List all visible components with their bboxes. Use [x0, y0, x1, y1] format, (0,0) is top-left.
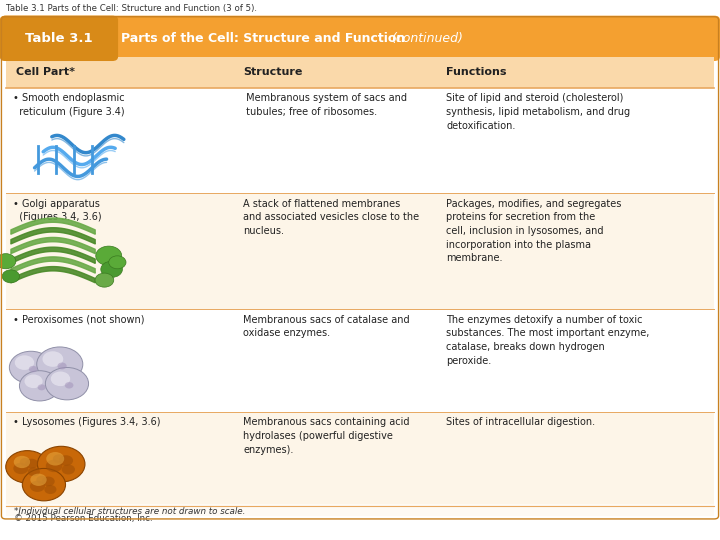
Text: *Individual cellular structures are not drawn to scale.: *Individual cellular structures are not …: [14, 507, 246, 516]
Bar: [6, 193, 714, 309]
Circle shape: [37, 446, 85, 482]
Circle shape: [45, 368, 89, 400]
Text: A stack of flattened membranes
and associated vesicles close to the
nucleus.: A stack of flattened membranes and assoc…: [243, 199, 420, 236]
Circle shape: [101, 261, 122, 278]
Circle shape: [29, 366, 37, 373]
Circle shape: [37, 384, 45, 390]
Circle shape: [51, 372, 71, 386]
Circle shape: [59, 455, 73, 466]
Text: The enzymes detoxify a number of toxic
substances. The most important enzyme,
ca: The enzymes detoxify a number of toxic s…: [446, 315, 649, 366]
Text: Structure: Structure: [243, 68, 302, 77]
Bar: [6, 88, 714, 193]
Text: Membranous system of sacs and
 tubules; free of ribosomes.: Membranous system of sacs and tubules; f…: [243, 93, 408, 117]
Circle shape: [37, 476, 48, 484]
Circle shape: [62, 464, 75, 475]
Text: Cell Part*: Cell Part*: [16, 68, 75, 77]
Circle shape: [0, 254, 16, 269]
Circle shape: [6, 450, 49, 483]
Bar: [6, 57, 714, 516]
Circle shape: [20, 458, 30, 466]
Circle shape: [30, 474, 47, 486]
Bar: [98, 20, 112, 57]
Circle shape: [53, 454, 65, 463]
Circle shape: [15, 355, 35, 370]
Circle shape: [42, 477, 55, 487]
Circle shape: [45, 485, 56, 494]
Circle shape: [65, 382, 73, 389]
Text: Parts of the Cell: Structure and Function: Parts of the Cell: Structure and Functio…: [121, 32, 410, 45]
Text: Membranous sacs containing acid
hydrolases (powerful digestive
enzymes).: Membranous sacs containing acid hydrolas…: [243, 417, 410, 455]
Circle shape: [46, 460, 63, 472]
Circle shape: [19, 371, 60, 401]
Circle shape: [9, 352, 53, 383]
Text: • Golgi apparatus
  (Figures 3.4, 3.6): • Golgi apparatus (Figures 3.4, 3.6): [13, 199, 102, 222]
Text: © 2015 Pearson Education, Inc.: © 2015 Pearson Education, Inc.: [14, 514, 153, 523]
Circle shape: [28, 467, 40, 476]
Circle shape: [25, 459, 38, 469]
Bar: [6, 412, 714, 504]
Text: Sites of intracellular digestion.: Sites of intracellular digestion.: [446, 417, 595, 428]
Circle shape: [109, 256, 126, 269]
Text: Table 3.1 Parts of the Cell: Structure and Function (3 of 5).: Table 3.1 Parts of the Cell: Structure a…: [6, 4, 257, 13]
Circle shape: [22, 469, 66, 501]
Text: • Smooth endoplasmic
  reticulum (Figure 3.4): • Smooth endoplasmic reticulum (Figure 3…: [13, 93, 125, 117]
Circle shape: [46, 452, 64, 465]
FancyBboxPatch shape: [0, 16, 720, 61]
Circle shape: [37, 347, 83, 381]
Text: Membranous sacs of catalase and
oxidase enzymes.: Membranous sacs of catalase and oxidase …: [243, 315, 410, 339]
Bar: [6, 57, 714, 88]
Text: Site of lipid and steroid (cholesterol)
synthesis, lipid metabolism, and drug
de: Site of lipid and steroid (cholesterol) …: [446, 93, 631, 131]
Circle shape: [58, 362, 67, 369]
Circle shape: [30, 481, 45, 492]
Text: Table 3.1: Table 3.1: [25, 32, 93, 45]
Text: • Lysosomes (Figures 3.4, 3.6): • Lysosomes (Figures 3.4, 3.6): [13, 417, 161, 428]
Circle shape: [24, 375, 42, 388]
Text: Packages, modifies, and segregates
proteins for secretion from the
cell, inclusi: Packages, modifies, and segregates prote…: [446, 199, 622, 263]
Circle shape: [95, 273, 114, 287]
Text: (continued): (continued): [391, 32, 463, 45]
Circle shape: [96, 246, 122, 266]
Circle shape: [14, 456, 30, 468]
Text: • Peroxisomes (not shown): • Peroxisomes (not shown): [13, 315, 145, 325]
Text: Functions: Functions: [446, 68, 507, 77]
Bar: [6, 309, 714, 412]
Circle shape: [42, 352, 63, 367]
FancyBboxPatch shape: [0, 16, 118, 61]
Circle shape: [2, 270, 19, 283]
Circle shape: [14, 463, 29, 474]
